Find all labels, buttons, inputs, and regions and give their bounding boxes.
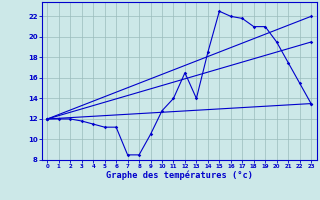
X-axis label: Graphe des températures (°c): Graphe des températures (°c) [106,170,253,180]
